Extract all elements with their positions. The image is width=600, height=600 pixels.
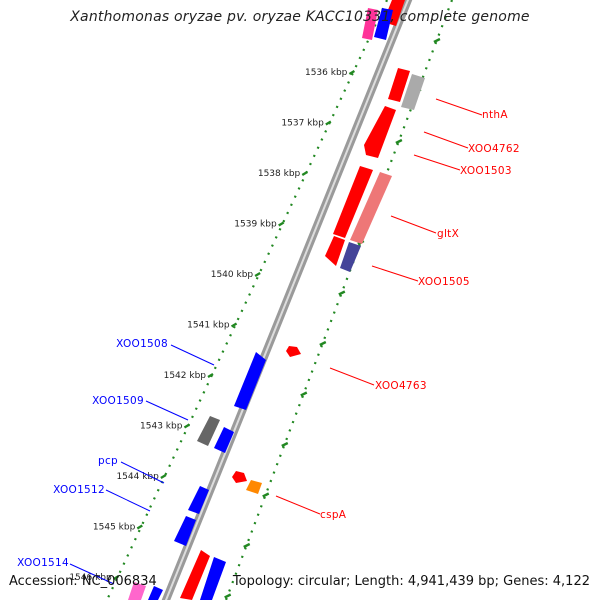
gene-label[interactable]: cspA — [320, 509, 347, 521]
kbp-tick-label: 1542 kbp — [164, 371, 207, 381]
gene-label[interactable]: XOO1508 — [116, 338, 168, 350]
genome-backbone-highlight — [164, 0, 410, 600]
inner-tick-mark — [338, 290, 346, 296]
map-title: Xanthomonas oryzae pv. oryzae KACC10331,… — [70, 9, 530, 25]
kbp-tick-mark — [278, 221, 285, 227]
inner-tick-mark — [300, 391, 308, 397]
gene-label[interactable]: XOO1505 — [418, 276, 470, 288]
kbp-tick-label: 1546 kbp — [69, 573, 112, 583]
kbp-tick-label: 1538 kbp — [258, 169, 301, 179]
gene-pink-bottom — [128, 582, 146, 600]
gene-forward-dark — [340, 242, 361, 272]
gene-pseudo — [401, 74, 425, 110]
connector-xoo4762 — [423, 131, 469, 149]
connector-xoo1509 — [145, 400, 189, 421]
inner-tick-mark — [243, 542, 251, 549]
kbp-tick-mark — [230, 322, 238, 328]
kbp-tick-mark — [113, 574, 120, 581]
kbp-tick-mark — [160, 473, 167, 480]
inner-tick-mark — [224, 593, 232, 599]
kbp-tick-label: 1537 kbp — [281, 119, 324, 129]
connector-xoo1514 — [69, 563, 115, 585]
kbp-tick-group: 1536 kbp 1537 kbp 1538 kbp 1539 kbp 1540 kbp… — [69, 37, 441, 599]
gene-forward — [388, 68, 410, 102]
gene-orange — [246, 480, 262, 494]
reverse-genes — [128, 8, 393, 600]
forward-genes — [180, 0, 425, 600]
gene-xoo1509 — [214, 427, 234, 453]
gene-forward — [325, 236, 345, 266]
kbp-tick-mark — [301, 170, 308, 177]
gene-label[interactable]: XOO4762 — [468, 143, 520, 155]
kbp-tick-label: 1544 kbp — [116, 472, 159, 482]
connector-xoo1508 — [170, 344, 215, 366]
gene-label[interactable]: XOO4763 — [375, 380, 427, 392]
gene-forward — [364, 106, 396, 158]
kbp-tick-mark — [348, 69, 356, 76]
kbp-tick-mark — [207, 372, 214, 379]
gene-xoo1512 — [174, 516, 196, 546]
inner-tick-mark — [395, 138, 403, 145]
connector-xoo1505 — [371, 265, 419, 282]
inner-tick-mark — [433, 37, 441, 44]
genome-stats-text: Topology: circular; Length: 4,941,439 bp… — [232, 574, 590, 589]
kbp-tick-label: 1541 kbp — [187, 321, 230, 331]
connector-nthA — [435, 98, 483, 116]
kbp-tick-label: 1543 kbp — [140, 422, 183, 432]
kbp-tick-mark — [254, 271, 261, 278]
kbp-tick-mark — [325, 120, 332, 126]
gene-reverse — [188, 486, 209, 514]
gene-forward — [333, 166, 373, 238]
kbp-tick-label: 1545 kbp — [93, 523, 136, 533]
inner-tick-mark — [281, 441, 289, 448]
kbp-tick-label: 1539 kbp — [234, 220, 277, 230]
gene-forward-bottom — [180, 550, 210, 600]
inner-tick-mark — [319, 340, 327, 347]
gene-forward-top-pink — [362, 8, 378, 40]
accession-text: Accession: NC_006834 — [9, 574, 157, 589]
gene-label[interactable]: nthA — [482, 109, 508, 121]
gene-reverse-top — [374, 8, 393, 40]
label-connectors — [69, 98, 483, 585]
right-gene-labels: nthA XOO4762 XOO1503 gltX XOO1505 XOO476… — [320, 109, 520, 521]
inner-tick-mark — [262, 492, 270, 498]
kbp-tick-mark — [136, 524, 143, 530]
gene-label[interactable]: gltX — [437, 228, 459, 240]
gene-label[interactable]: pcp — [98, 455, 118, 467]
connector-xoo1512 — [105, 489, 151, 512]
gene-label[interactable]: XOO1514 — [17, 557, 69, 569]
gene-label[interactable]: XOO1512 — [53, 484, 105, 496]
gene-grey — [197, 416, 220, 446]
kbp-tick-label: 1540 kbp — [211, 270, 254, 280]
connector-cspa — [275, 495, 321, 515]
gene-forward-small — [232, 471, 247, 483]
connector-xoo4763 — [329, 367, 375, 386]
gene-reverse-bottom — [200, 557, 226, 600]
left-gene-labels: XOO1508 XOO1509 pcp XOO1512 XOO1514 — [17, 338, 168, 569]
connector-gltx — [390, 215, 437, 234]
gene-forward-small — [286, 346, 301, 357]
gene-label[interactable]: XOO1503 — [460, 165, 512, 177]
gene-gltx — [350, 172, 392, 244]
kbp-tick-mark — [183, 423, 191, 429]
connector-xoo1503 — [413, 154, 461, 171]
gene-xoo1508 — [234, 352, 266, 410]
kbp-tick-label: 1536 kbp — [305, 68, 348, 78]
gene-label[interactable]: XOO1509 — [92, 395, 144, 407]
gene-reverse-bottom — [148, 586, 163, 600]
connector-pcp — [120, 461, 165, 484]
